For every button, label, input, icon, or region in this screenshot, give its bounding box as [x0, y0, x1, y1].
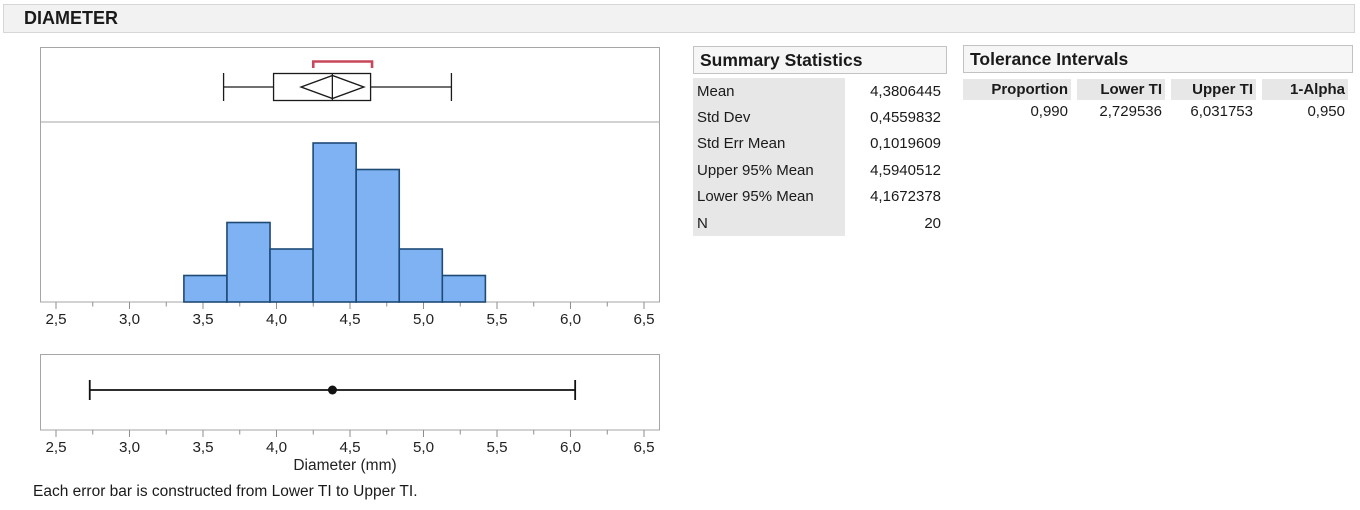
axis-tick-label: 6,5	[633, 439, 654, 456]
shortest-half-bracket	[311, 60, 374, 68]
stat-label: Std Dev	[693, 104, 845, 131]
tolerance-intervals-header[interactable]: Tolerance Intervals	[963, 45, 1353, 73]
stat-value: 0,1019609	[870, 135, 941, 153]
table-row: Std Err Mean 0,1019609	[693, 130, 947, 158]
histogram-bar[interactable]	[226, 221, 271, 303]
axis-tick-label: 3,5	[192, 439, 213, 456]
axis-tick-label: 5,0	[413, 311, 434, 328]
axis-tick-label: 4,5	[339, 311, 360, 328]
stat-value: 20	[924, 214, 941, 232]
column-header: Proportion	[963, 79, 1071, 100]
axis-tick-label: 3,5	[192, 311, 213, 328]
histogram-bar[interactable]	[312, 142, 357, 303]
histogram-bar[interactable]	[355, 168, 401, 303]
report-title: DIAMETER	[24, 8, 118, 28]
x-axis-title: Diameter (mm)	[293, 457, 396, 474]
histogram-bars	[183, 142, 487, 303]
axis-tick-label: 6,0	[560, 439, 581, 456]
table-row: Lower 95% Mean 4,1672378	[693, 183, 947, 210]
table-row: Std Dev 0,4559832	[693, 104, 947, 131]
stat-value: 4,3806445	[870, 82, 941, 100]
column-header: Lower TI	[1077, 79, 1165, 100]
histogram-bar[interactable]	[183, 274, 228, 303]
stat-label: Std Err Mean	[693, 130, 845, 158]
stat-label: N	[693, 209, 845, 237]
stat-value: 0,4559832	[870, 109, 941, 127]
mean-diamond	[299, 74, 366, 100]
stat-value: 4,1672378	[870, 188, 941, 206]
stat-label: Lower 95% Mean	[693, 183, 845, 210]
stat-label: Upper 95% Mean	[693, 157, 845, 184]
tolerance-intervals-table: Tolerance Intervals Proportion Lower TI Up…	[963, 45, 1353, 122]
table-row: Mean 4,3806445	[693, 78, 947, 105]
tolerance-interval-group	[88, 380, 577, 400]
column-header: Upper TI	[1171, 79, 1256, 100]
cell-value: 0,950	[1307, 103, 1345, 120]
histogram-bar[interactable]	[398, 248, 444, 303]
error-bar-caption: Each error bar is constructed from Lower…	[33, 483, 418, 500]
mean-marker	[327, 385, 337, 395]
cell-value: 2,729536	[1099, 103, 1162, 120]
axis-tick-label: 3,0	[119, 311, 140, 328]
cell-value: 6,031753	[1190, 103, 1253, 120]
summary-statistics-table: Summary Statistics Mean 4,3806445 Std Dev 0…	[693, 46, 947, 237]
axis-tick-label: 4,0	[266, 311, 287, 328]
cell-value: 0,990	[1030, 103, 1068, 120]
axis-tick-label: 2,5	[45, 439, 66, 456]
axis-tick-label: 4,0	[266, 439, 287, 456]
iqr-box	[272, 72, 372, 102]
histogram-bar[interactable]	[441, 274, 487, 303]
table-row: Upper 95% Mean 4,5940512	[693, 157, 947, 184]
distribution-plot[interactable]: 2,5 3,0 3,5 4,0 4,5 5,0 5,5 6,0 6,5 2,5 3,0 3,5 4,0 4…	[40, 47, 660, 479]
axis-tick-label: 6,0	[560, 311, 581, 328]
stat-label: Mean	[693, 78, 845, 105]
axis-tick-label: 6,5	[633, 311, 654, 328]
axis-tick-label: 5,0	[413, 439, 434, 456]
tolerance-intervals-column-headers: Proportion Lower TI Upper TI 1-Alpha	[963, 79, 1353, 100]
histogram-x-axis: 2,5 3,0 3,5 4,0 4,5 5,0 5,5 6,0 6,5	[45, 302, 655, 328]
interval-x-axis: 2,5 3,0 3,5 4,0 4,5 5,0 5,5 6,0 6,5	[45, 430, 655, 456]
axis-tick-label: 2,5	[45, 311, 66, 328]
box-plot-group	[222, 72, 453, 102]
interval-panel	[40, 354, 660, 431]
table-row: N 20	[693, 209, 947, 237]
summary-statistics-rows: Mean 4,3806445 Std Dev 0,4559832 Std Err Mea…	[693, 78, 947, 237]
axis-tick-label: 5,5	[486, 311, 507, 328]
axis-tick-label: 4,5	[339, 439, 360, 456]
stat-value: 4,5940512	[870, 161, 941, 179]
column-header: 1-Alpha	[1262, 79, 1348, 100]
report-title-bar[interactable]: DIAMETER	[3, 4, 1355, 33]
summary-statistics-header[interactable]: Summary Statistics	[693, 46, 947, 74]
tolerance-intervals-values: 0,990 2,729536 6,031753 0,950	[963, 102, 1353, 122]
axis-tick-label: 3,0	[119, 439, 140, 456]
histogram-bar[interactable]	[269, 248, 314, 303]
axis-tick-label: 5,5	[486, 439, 507, 456]
